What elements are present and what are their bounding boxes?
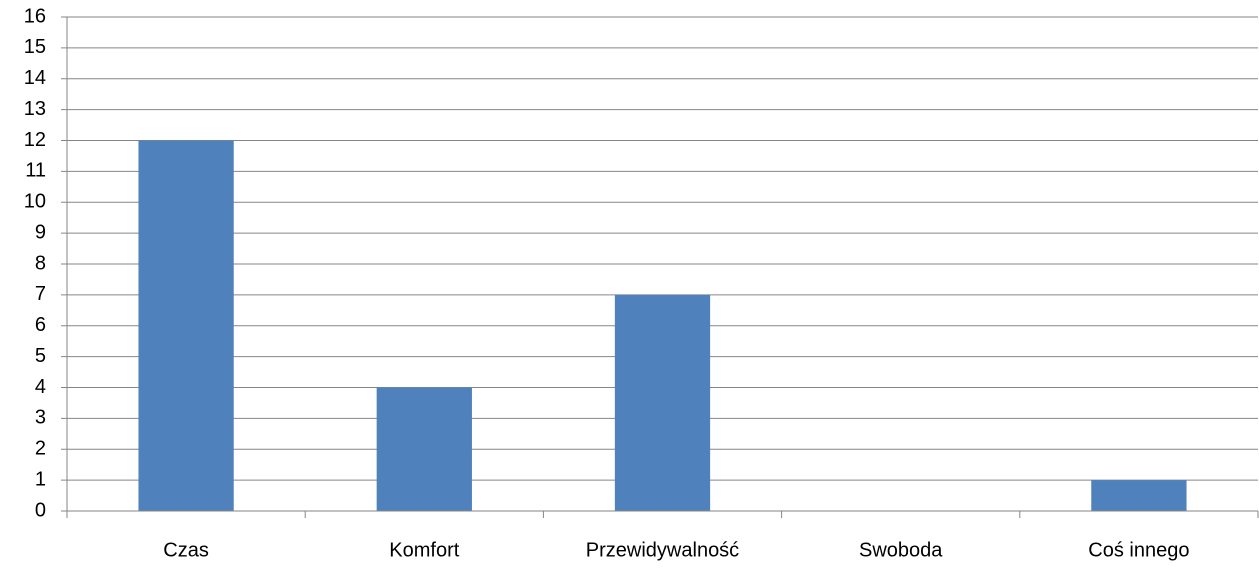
y-tick-label: 14 <box>24 67 46 89</box>
y-tick-label: 13 <box>24 98 46 120</box>
y-tick-label: 6 <box>35 314 46 336</box>
bar <box>614 294 711 511</box>
y-tick-label: 2 <box>35 438 46 460</box>
bar <box>376 387 472 511</box>
y-tick-label: 7 <box>35 283 46 305</box>
y-tick-label: 1 <box>35 468 46 490</box>
y-tick-label: 0 <box>35 499 46 521</box>
y-tick-label: 15 <box>24 36 46 58</box>
bar <box>1091 480 1187 511</box>
y-tick-label: 9 <box>35 221 46 243</box>
x-tick-label: Komfort <box>389 539 459 561</box>
y-tick-label: 12 <box>24 129 46 151</box>
y-tick-label: 10 <box>24 191 46 213</box>
y-tick-label: 8 <box>35 252 46 274</box>
y-tick-label: 4 <box>35 376 46 398</box>
x-tick-label: Czas <box>163 539 209 561</box>
bar <box>138 140 234 511</box>
y-tick-label: 5 <box>35 345 46 367</box>
x-tick-label: Swoboda <box>859 539 943 561</box>
y-tick-label: 16 <box>24 5 46 27</box>
y-tick-label: 3 <box>35 407 46 429</box>
y-tick-label: 11 <box>25 160 46 182</box>
x-tick-label: Coś innego <box>1088 539 1189 561</box>
x-tick-label: Przewidywalność <box>586 539 739 561</box>
